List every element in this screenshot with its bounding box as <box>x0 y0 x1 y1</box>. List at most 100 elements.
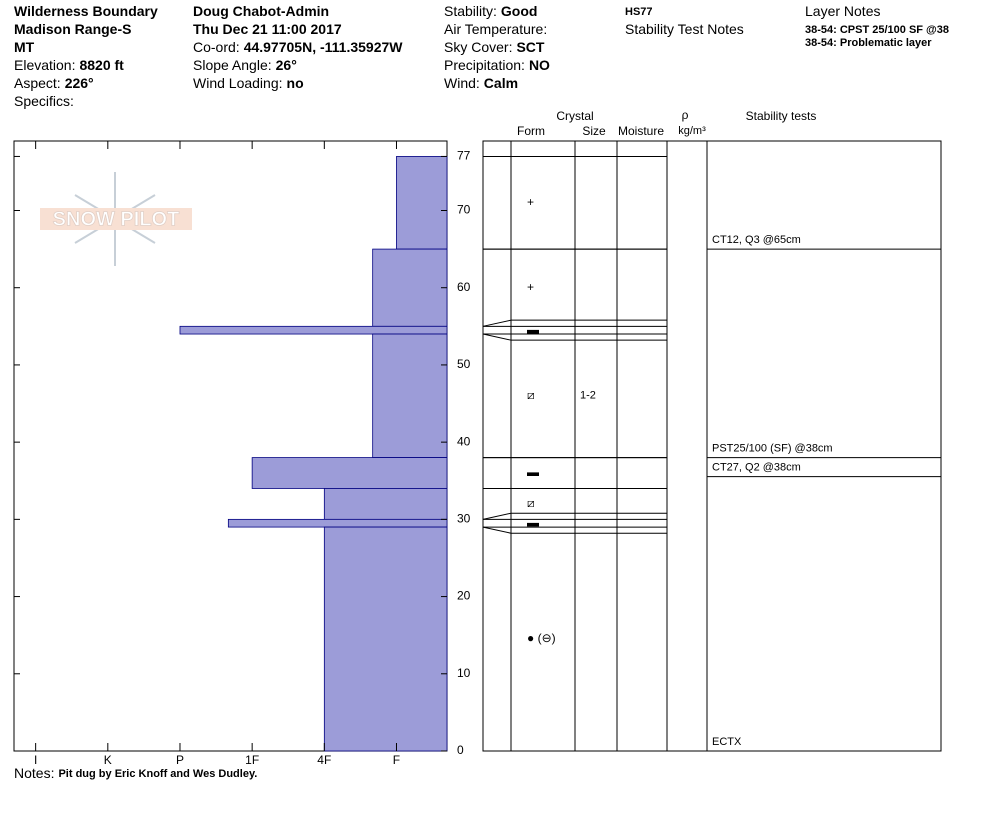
layer-boundary <box>482 526 667 534</box>
hardness-bar <box>396 156 448 250</box>
hardness-bar <box>179 325 448 335</box>
field-value: HS77 <box>625 6 653 18</box>
header-field: Air Temperature: <box>444 21 547 37</box>
y-tick-label: 77 <box>457 149 471 163</box>
field-value: no <box>287 75 304 91</box>
field-label: Air Temperature: <box>444 21 547 37</box>
field-label: Wind: <box>444 75 480 91</box>
header-field: Stability Test Notes <box>625 21 744 37</box>
header-field: 38-54: CPST 25/100 SF @38 <box>805 24 949 36</box>
column-header: Moisture <box>618 124 664 138</box>
hardness-bar <box>251 457 448 489</box>
hardness-bar <box>323 526 448 752</box>
field-label: Stability Test Notes <box>625 21 744 37</box>
x-tick-label: K <box>104 753 112 767</box>
header-field: Wind: Calm <box>444 75 518 91</box>
x-tick-label: P <box>176 753 184 767</box>
y-tick-label: 10 <box>457 666 471 680</box>
header-field: HS77 <box>625 6 653 18</box>
x-tick-label: F <box>393 753 400 767</box>
field-value: 44.97705N, -111.35927W <box>244 39 404 55</box>
y-tick-label: 0 <box>457 743 464 757</box>
field-value: Thu Dec 21 11:00 2017 <box>193 21 342 37</box>
y-tick-label: 60 <box>457 280 471 294</box>
field-label: Layer Notes <box>805 3 880 19</box>
grain-form: ⧄ <box>527 496 535 510</box>
field-value: Madison Range-S <box>14 21 131 37</box>
header-field: Thu Dec 21 11:00 2017 <box>193 21 342 37</box>
field-label: Aspect: <box>14 75 61 91</box>
notes-label: Notes: <box>14 765 54 781</box>
layer-boundary <box>482 333 667 341</box>
field-label: Precipitation: <box>444 57 525 73</box>
field-label: Specifics: <box>14 93 74 109</box>
column-header: Size <box>582 124 606 138</box>
logo-text: SNOW PILOT <box>53 208 180 230</box>
field-label: Wind Loading: <box>193 75 283 91</box>
y-tick-label: 50 <box>457 357 471 371</box>
header-field: Wilderness Boundary <box>14 3 158 19</box>
hardness-bar <box>372 248 448 327</box>
field-value: 226° <box>65 75 94 91</box>
field-value: NO <box>529 57 550 73</box>
field-value: MT <box>14 39 35 55</box>
x-tick-label: 1F <box>245 753 259 767</box>
y-tick-label: 70 <box>457 203 471 217</box>
field-value: SCT <box>516 39 544 55</box>
column-header: kg/m³ <box>678 125 706 137</box>
column-header: Stability tests <box>746 109 817 123</box>
notes-text: Pit dug by Eric Knoff and Wes Dudley. <box>58 768 257 780</box>
grain-size: 1-2 <box>580 390 596 402</box>
grain-form: ▬ <box>527 322 539 336</box>
header-field: Slope Angle: 26° <box>193 57 297 73</box>
field-value: Calm <box>484 75 518 91</box>
header-field: MT <box>14 39 35 55</box>
logo: SNOW PILOT <box>40 172 192 266</box>
header-field: Doug Chabot-Admin <box>193 3 329 19</box>
header-field: Specifics: <box>14 93 74 109</box>
field-value: 38-54: CPST 25/100 SF @38 <box>805 24 949 36</box>
header-field: Stability: Good <box>444 3 537 19</box>
field-value: 38-54: Problematic layer <box>805 37 932 49</box>
field-label: Elevation: <box>14 57 75 73</box>
column-header: ρ <box>682 108 689 122</box>
stability-test: CT27, Q2 @38cm <box>712 461 801 473</box>
stability-test: CT12, Q3 @65cm <box>712 234 801 246</box>
grain-form: + <box>527 195 534 209</box>
y-tick-label: 20 <box>457 589 471 603</box>
field-label: Stability: <box>444 3 497 19</box>
layer-boundary <box>482 512 667 520</box>
field-value: Good <box>501 3 538 19</box>
header-field: Aspect: 226° <box>14 75 94 91</box>
header-field: Elevation: 8820 ft <box>14 57 124 73</box>
layer-boundary <box>482 319 667 327</box>
field-value: Doug Chabot-Admin <box>193 3 329 19</box>
x-tick-label: I <box>34 753 37 767</box>
grain-form: ⧄ <box>527 388 535 402</box>
column-header: Crystal <box>556 109 593 123</box>
grain-form: ● (⊖) <box>527 631 556 645</box>
header-field: Wind Loading: no <box>193 75 304 91</box>
field-label: Slope Angle: <box>193 57 272 73</box>
column-header: Form <box>517 124 545 138</box>
header-field: Co-ord: 44.97705N, -111.35927W <box>193 39 403 55</box>
grain-form: ▬ <box>527 515 539 529</box>
field-value: 26° <box>276 57 297 73</box>
table-frame <box>482 140 942 752</box>
field-label: Co-ord: <box>193 39 240 55</box>
y-tick-label: 30 <box>457 512 471 526</box>
header-field: Layer Notes <box>805 3 880 19</box>
field-value: 8820 ft <box>79 57 124 73</box>
grain-form: ▬ <box>527 465 539 479</box>
stability-test: PST25/100 (SF) @38cm <box>712 442 833 454</box>
hardness-bar <box>227 518 448 528</box>
field-label: Sky Cover: <box>444 39 512 55</box>
header-field: Sky Cover: SCT <box>444 39 545 55</box>
header-field: 38-54: Problematic layer <box>805 37 932 49</box>
header-field: Precipitation: NO <box>444 57 550 73</box>
y-tick-label: 40 <box>457 434 471 448</box>
field-value: Wilderness Boundary <box>14 3 158 19</box>
notes: Notes: Pit dug by Eric Knoff and Wes Dudl… <box>14 765 257 781</box>
hardness-bar <box>323 488 448 520</box>
